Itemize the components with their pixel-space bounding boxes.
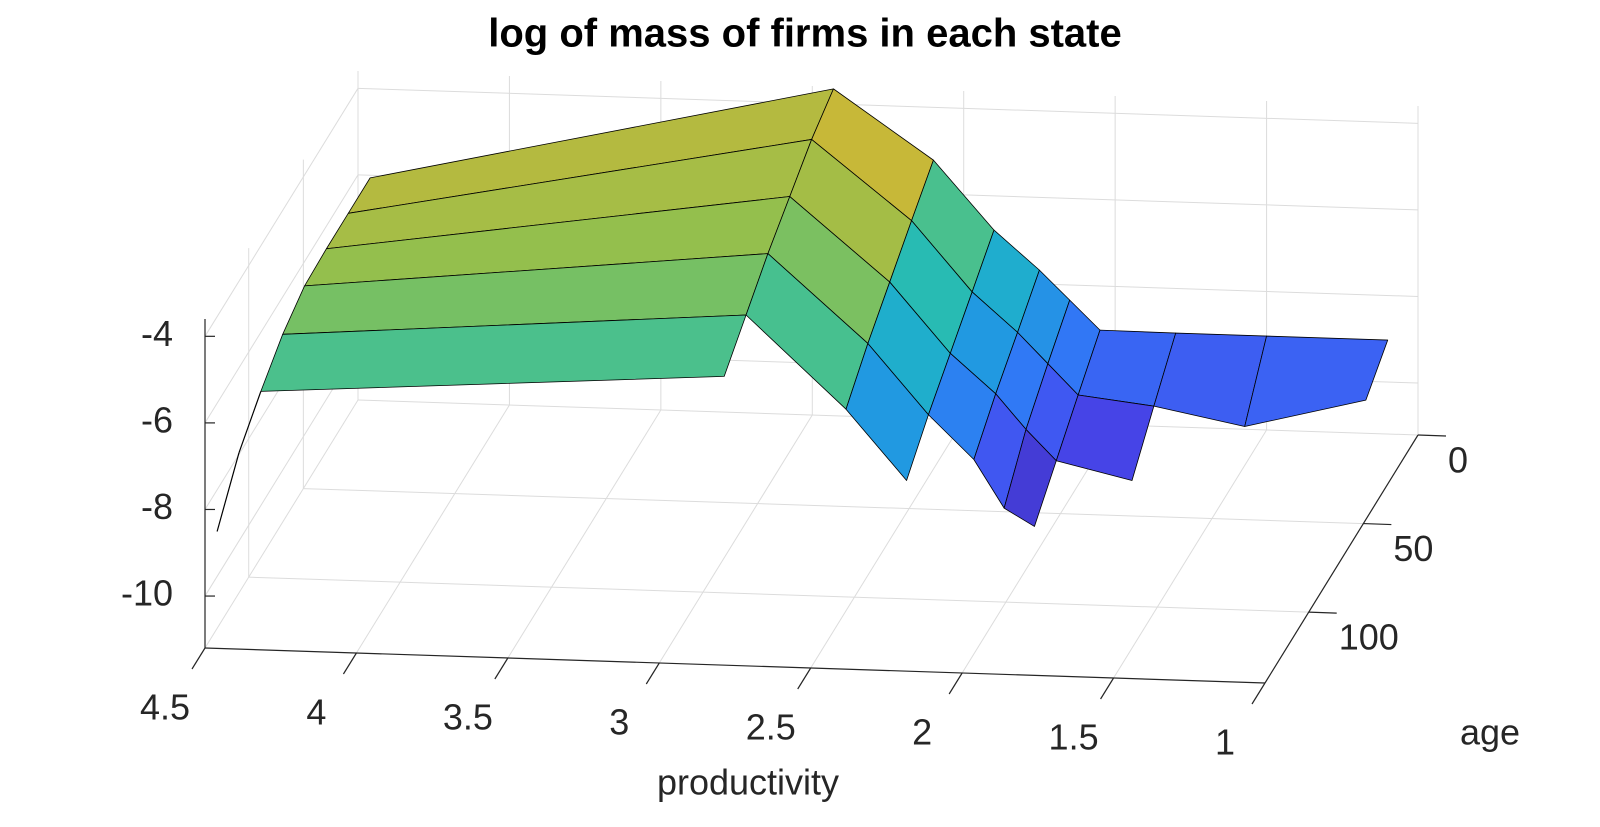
tick-mark [342,652,357,675]
axes: 1 1.5 2 2.5 3 3.5 4 4.5 0 50 100 -10 -8 -6 -4 [121,313,1468,763]
surface-edge [216,452,240,532]
grid-line [303,488,1364,525]
grid-line [658,414,813,664]
surface-patch [1003,429,1057,527]
tick-mark [1251,682,1266,705]
axis-line [204,647,1266,684]
y-tick-label: 100 [1339,617,1399,658]
tick-mark [1100,677,1115,700]
grid-line [810,419,965,669]
x-tick-label: 2.5 [746,707,796,748]
x-tick-label: 3.5 [443,697,493,738]
tick-mark [645,662,660,685]
axis-line [1264,434,1419,684]
z-tick-label: -6 [141,399,173,440]
tick-mark [494,657,509,680]
tick-mark [1308,611,1337,614]
surface-edge [238,391,262,454]
y-axis-label: age [1460,712,1520,753]
surface-patch [260,314,747,392]
tick-mark [1363,522,1392,526]
y-tick-label: 0 [1448,440,1468,481]
z-tick-label: -8 [141,486,173,527]
grid-line [248,576,1309,613]
surface-patch [1055,394,1155,481]
chart-title: log of mass of firms in each state [488,12,1122,56]
grid-line [204,174,359,424]
grid-line [357,87,1419,124]
x-tick-label: 1 [1215,722,1235,763]
surface-patch [1244,335,1389,427]
grid-line [204,399,359,649]
grid-line [1113,429,1267,679]
grid-line [356,404,510,654]
tick-mark [1417,434,1447,437]
x-tick-label: 4 [306,692,326,733]
grid-line [507,409,662,659]
y-tick-label: 50 [1393,528,1433,569]
z-tick-label: -4 [141,313,173,354]
x-tick-label: 3 [609,702,629,743]
tick-mark [797,667,812,690]
x-tick-label: 4.5 [140,687,190,728]
x-tick-label: 1.5 [1049,717,1099,758]
grid-line [204,88,359,337]
surface [216,88,1389,532]
x-tick-label: 2 [912,712,932,753]
surface-patch [845,343,929,481]
x-axis-label: productivity [657,762,839,803]
tick-mark [948,672,963,695]
z-tick-label: -10 [121,573,173,614]
tick-mark [191,647,206,670]
